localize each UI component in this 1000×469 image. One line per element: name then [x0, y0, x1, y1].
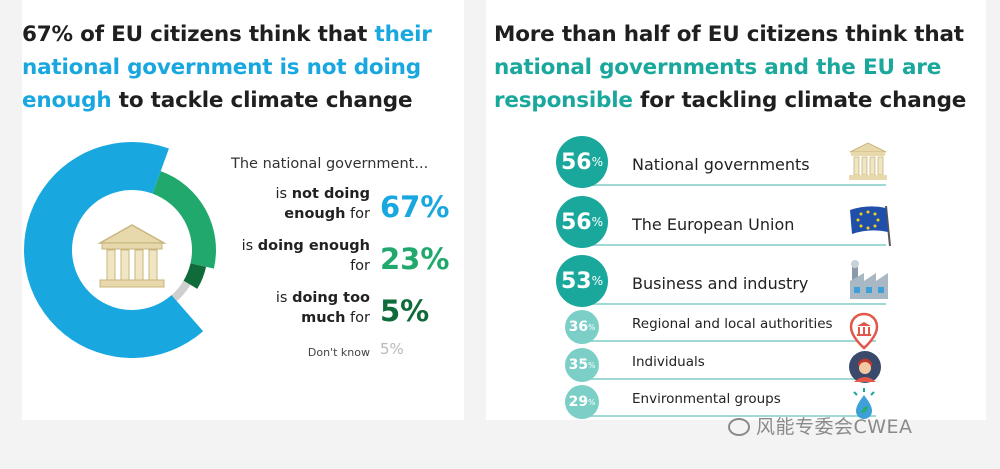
- left-title-highlight: their national government is not doing e…: [22, 22, 432, 113]
- gov-intro-text: The national government...: [231, 156, 429, 172]
- row-underline: [586, 378, 876, 380]
- responsibility-row: 56% The European Union: [486, 196, 986, 248]
- responsibility-row: 29% Environmental groups: [486, 385, 986, 419]
- value-circle: 29%: [565, 385, 599, 419]
- value-circle: 53%: [556, 255, 608, 307]
- gov-value-too-much: 5%: [380, 294, 430, 328]
- value-circle: 56%: [556, 136, 608, 188]
- gov-label-not-enough: is not doing enough for: [275, 186, 370, 222]
- value-circle: 56%: [556, 196, 608, 248]
- donut-slice-dont-know: [171, 280, 191, 302]
- left-title-part2: to tackle climate change: [111, 88, 413, 113]
- row-underline: [586, 303, 886, 305]
- gov-label-dont-know: Don't know: [307, 346, 370, 359]
- watermark-text: 风能专委会CWEA: [728, 412, 913, 439]
- responsibility-label: Regional and local authorities: [632, 316, 833, 332]
- gov-value-dont-know: 5%: [380, 340, 404, 358]
- value-number: 29: [568, 394, 589, 410]
- responsibility-label: Business and industry: [632, 274, 809, 293]
- value-number: 35: [568, 357, 589, 373]
- donut-slice-not-enough: [23, 141, 204, 358]
- responsibility-label: The European Union: [632, 215, 795, 234]
- value-unit: %: [591, 274, 604, 288]
- gov-label-enough: is doing enough for: [241, 238, 370, 274]
- responsibility-row: 53% Business and industry: [486, 255, 986, 307]
- value-number: 56: [560, 209, 592, 235]
- left-panel: 67% of EU citizens think that their nati…: [22, 0, 464, 420]
- gov-label-too-much: is doing too much for: [275, 290, 370, 326]
- right-panel: More than half of EU citizens think that…: [486, 0, 986, 420]
- location-pin-icon: [848, 312, 880, 354]
- responsibility-row: 35% Individuals: [486, 348, 986, 383]
- factory-icon: [846, 259, 892, 309]
- leaf-drop-icon: [848, 387, 880, 425]
- value-unit: %: [588, 397, 596, 407]
- gov-value-not-enough: 67%: [380, 190, 450, 224]
- government-building-icon: [97, 224, 167, 288]
- right-title: More than half of EU citizens think that…: [494, 18, 986, 117]
- value-number: 56: [560, 149, 592, 175]
- value-unit: %: [588, 360, 596, 370]
- responsibility-row: 56% National governments: [486, 136, 986, 188]
- right-title-part2: for tackling climate change: [632, 88, 967, 113]
- responsibility-label: National governments: [632, 155, 810, 174]
- row-underline: [586, 340, 876, 342]
- row-underline: [586, 244, 886, 246]
- donut-chart: [23, 141, 216, 358]
- donut-slice-too-much: [183, 263, 207, 289]
- value-number: 36: [568, 319, 589, 335]
- eu-flag-icon: [846, 200, 896, 254]
- responsibility-row: 36% Regional and local authorities: [486, 310, 986, 350]
- value-unit: %: [591, 155, 604, 169]
- right-title-part1: More than half of EU citizens think that: [494, 22, 964, 47]
- wechat-icon: [728, 418, 750, 436]
- value-unit: %: [588, 322, 596, 332]
- row-underline: [586, 184, 886, 186]
- value-circle: 36%: [565, 310, 599, 344]
- value-number: 53: [560, 268, 592, 294]
- donut-segments: [23, 141, 216, 358]
- responsibility-label: Individuals: [632, 354, 705, 370]
- left-title: 67% of EU citizens think that their nati…: [22, 18, 464, 117]
- gov-value-enough: 23%: [380, 242, 450, 276]
- row-underline: [586, 415, 876, 417]
- left-title-part1: 67% of EU citizens think that: [22, 22, 375, 47]
- person-icon: [848, 350, 882, 388]
- responsibility-label: Environmental groups: [632, 391, 781, 407]
- right-title-highlight: national governments and the EU are resp…: [494, 55, 942, 113]
- value-circle: 35%: [565, 348, 599, 382]
- government-building-icon: [846, 140, 890, 188]
- donut-slice-enough: [152, 171, 216, 269]
- value-unit: %: [591, 215, 604, 229]
